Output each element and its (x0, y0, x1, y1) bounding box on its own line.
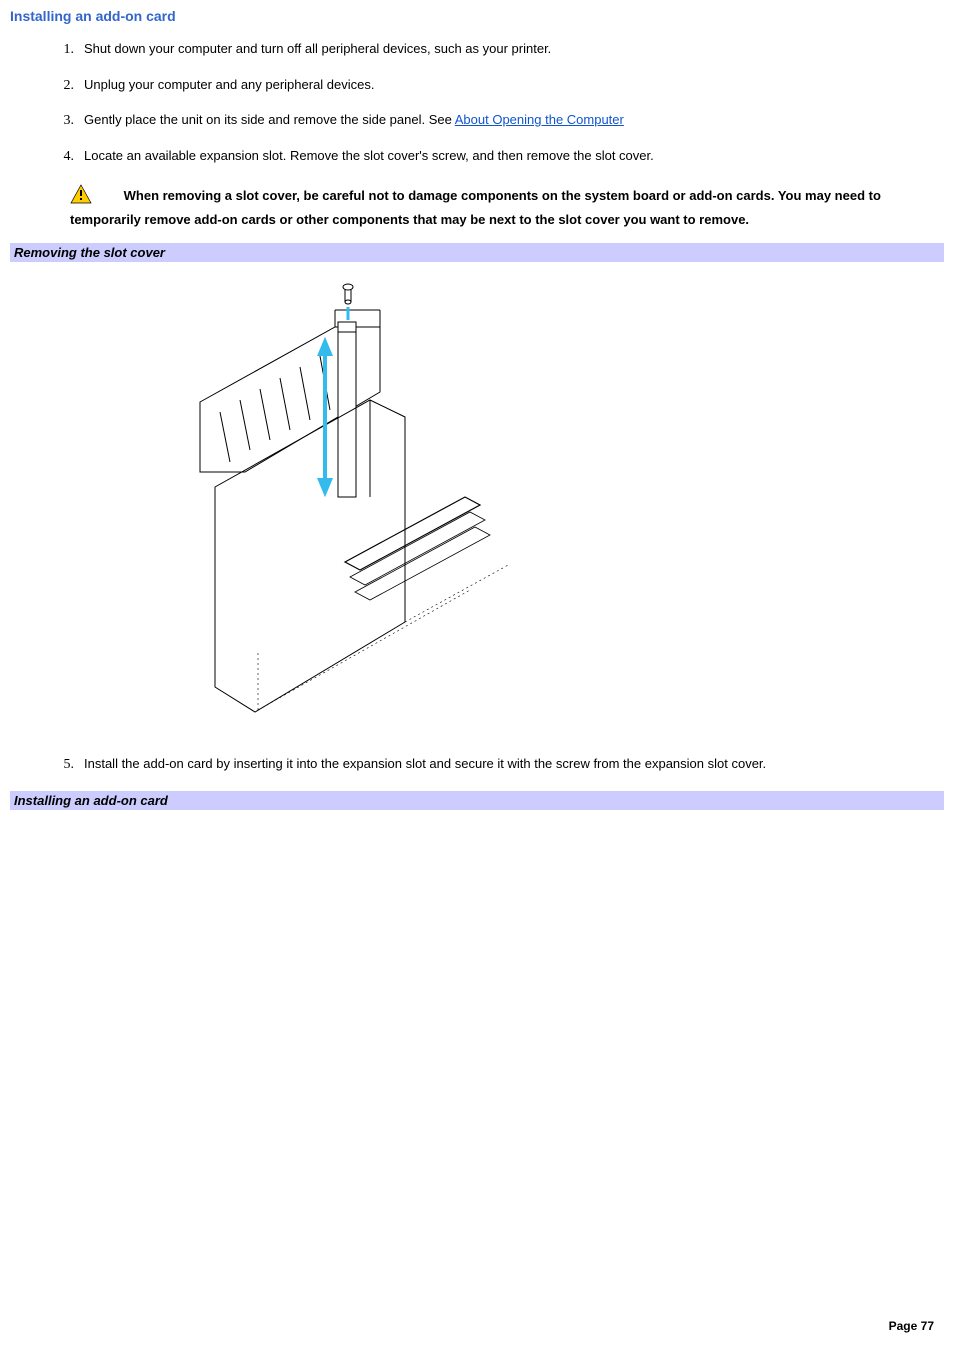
step-text: Gently place the unit on its side and re… (84, 111, 934, 131)
step-item: 4. Locate an available expansion slot. R… (54, 147, 934, 167)
about-opening-computer-link[interactable]: About Opening the Computer (455, 112, 624, 127)
step-item: 5. Install the add-on card by inserting … (54, 755, 934, 775)
caption-removing-slot-cover: Removing the slot cover (10, 243, 944, 262)
step-text: Unplug your computer and any peripheral … (84, 76, 934, 96)
step-text-before: Gently place the unit on its side and re… (84, 112, 455, 127)
caption-installing-addon-card: Installing an add-on card (10, 791, 944, 810)
page-heading: Installing an add-on card (10, 8, 944, 24)
step-list: 1. Shut down your computer and turn off … (54, 40, 934, 166)
step-item: 2. Unplug your computer and any peripher… (54, 76, 934, 96)
step-list-continued: 5. Install the add-on card by inserting … (54, 755, 934, 775)
warning-icon (70, 184, 92, 210)
step-number: 5. (54, 755, 74, 775)
step-item: 3. Gently place the unit on its side and… (54, 111, 934, 131)
step-item: 1. Shut down your computer and turn off … (54, 40, 934, 60)
step-text: Shut down your computer and turn off all… (84, 40, 934, 60)
diagram-removing-slot-cover (10, 262, 944, 755)
step-number: 3. (54, 111, 74, 131)
step-text: Locate an available expansion slot. Remo… (84, 147, 934, 167)
step-number: 1. (54, 40, 74, 60)
step-number: 2. (54, 76, 74, 96)
step-text: Install the add-on card by inserting it … (84, 755, 934, 775)
step-number: 4. (54, 147, 74, 167)
warning-box: When removing a slot cover, be careful n… (70, 184, 922, 229)
page-number: Page 77 (889, 1319, 934, 1333)
warning-text: When removing a slot cover, be careful n… (70, 189, 881, 227)
